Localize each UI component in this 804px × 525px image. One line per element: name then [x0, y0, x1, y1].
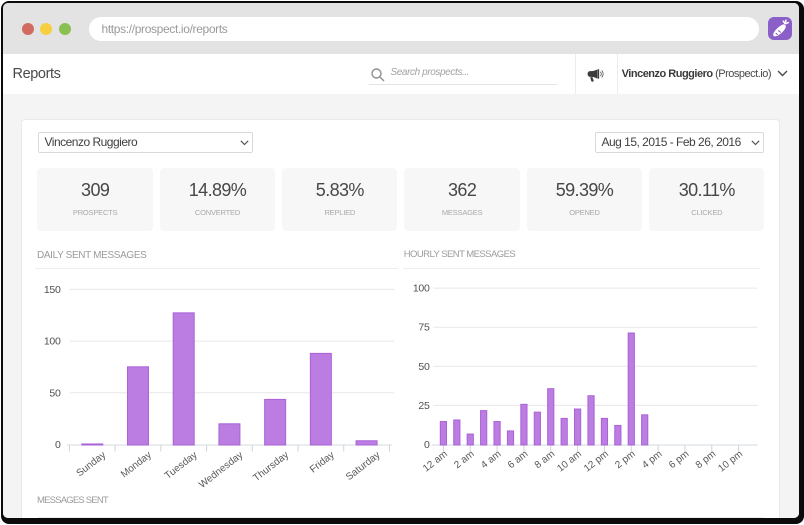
svg-text:8 pm: 8 pm	[694, 448, 718, 470]
svg-text:2 pm: 2 pm	[613, 448, 637, 470]
svg-text:8 am: 8 am	[533, 448, 557, 470]
svg-text:25: 25	[418, 399, 430, 411]
svg-text:4 am: 4 am	[479, 448, 503, 470]
svg-text:50: 50	[50, 387, 62, 399]
svg-text:10 am: 10 am	[555, 448, 584, 474]
svg-text:Tuesday: Tuesday	[163, 449, 200, 481]
svg-text:50: 50	[418, 360, 430, 372]
svg-text:6 pm: 6 pm	[667, 448, 691, 470]
svg-text:6 am: 6 am	[506, 448, 530, 470]
svg-text:12 pm: 12 pm	[582, 448, 611, 474]
svg-text:100: 100	[413, 282, 430, 294]
svg-text:Sunday: Sunday	[75, 449, 109, 479]
svg-text:0: 0	[424, 439, 430, 451]
svg-text:100: 100	[44, 335, 61, 347]
svg-text:150: 150	[44, 283, 61, 295]
svg-text:Wednesday: Wednesday	[197, 449, 245, 490]
svg-text:10 pm: 10 pm	[716, 448, 745, 474]
svg-text:Thursday: Thursday	[252, 449, 292, 483]
svg-text:Monday: Monday	[120, 449, 155, 480]
svg-text:Saturday: Saturday	[345, 449, 383, 482]
svg-text:0: 0	[55, 439, 61, 451]
svg-text:12 am: 12 am	[421, 448, 450, 474]
svg-text:4 pm: 4 pm	[640, 448, 664, 470]
svg-text:75: 75	[418, 321, 430, 333]
svg-text:Friday: Friday	[309, 449, 338, 475]
svg-text:2 am: 2 am	[452, 448, 476, 470]
